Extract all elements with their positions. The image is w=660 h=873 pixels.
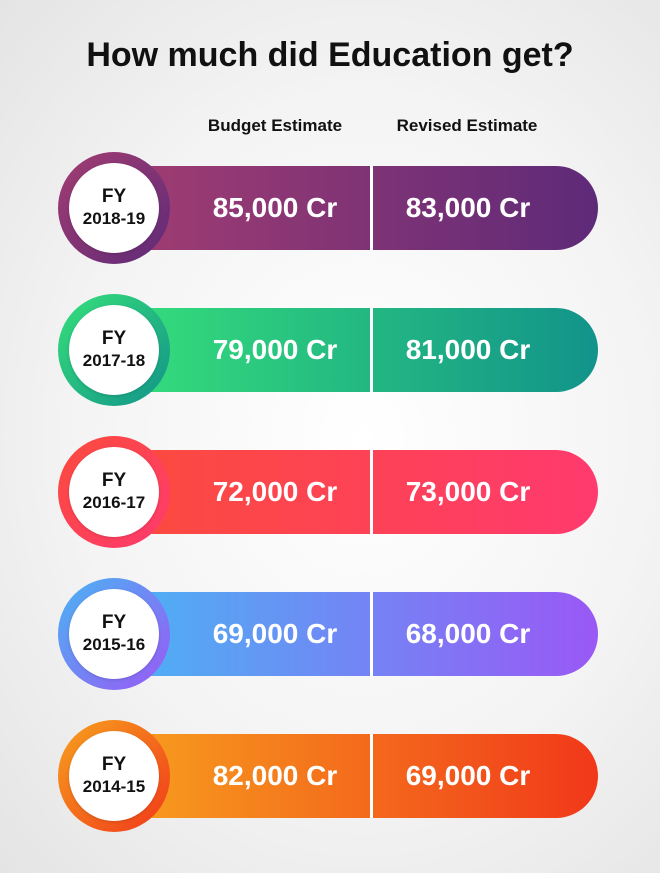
fy-row: 79,000 Cr 81,000 Cr FY 2017-18 [0, 282, 660, 406]
estimate-bar [112, 308, 598, 392]
fy-label: FY [101, 186, 127, 207]
revised-estimate-value: 69,000 Cr [405, 760, 531, 791]
budget-estimate-value: 69,000 Cr [212, 618, 338, 649]
fy-row: 69,000 Cr 68,000 Cr FY 2015-16 [0, 566, 660, 690]
fy-badge: FY 2015-16 [69, 589, 159, 679]
revised-estimate-value: 68,000 Cr [405, 618, 531, 649]
fy-badge-ring: FY 2016-17 [58, 436, 170, 548]
fiscal-year-label: 2016-17 [82, 493, 146, 512]
estimate-bar [112, 450, 598, 534]
fy-badge: FY 2018-19 [69, 163, 159, 253]
fy-badge-ring: FY 2018-19 [58, 152, 170, 264]
fy-badge: FY 2014-15 [69, 731, 159, 821]
revised-estimate-header: Revised Estimate [396, 116, 538, 135]
fy-row: 72,000 Cr 73,000 Cr FY 2016-17 [0, 424, 660, 548]
budget-estimate-value: 79,000 Cr [212, 334, 338, 365]
fiscal-year-label: 2017-18 [82, 351, 146, 370]
bar-divider [370, 308, 373, 392]
fy-label: FY [101, 754, 127, 775]
fy-badge-ring: FY 2015-16 [58, 578, 170, 690]
budget-estimate-value: 85,000 Cr [212, 192, 338, 223]
bar-divider [370, 166, 373, 250]
fy-label: FY [101, 328, 127, 349]
bar-divider [370, 450, 373, 534]
page-title: How much did Education get? [86, 36, 574, 74]
fy-badge: FY 2016-17 [69, 447, 159, 537]
fy-badge-ring: FY 2017-18 [58, 294, 170, 406]
fy-label: FY [101, 470, 127, 491]
bar-divider [370, 592, 373, 676]
bar-divider [370, 734, 373, 818]
estimate-bar [112, 166, 598, 250]
budget-estimate-value: 72,000 Cr [212, 476, 338, 507]
fy-label: FY [101, 612, 127, 633]
fiscal-year-label: 2014-15 [82, 777, 146, 796]
fy-row: 85,000 Cr 83,000 Cr FY 2018-19 [0, 140, 660, 264]
estimate-bar [112, 734, 598, 818]
revised-estimate-value: 81,000 Cr [405, 334, 531, 365]
estimate-bar [112, 592, 598, 676]
fiscal-year-label: 2018-19 [82, 209, 146, 228]
fiscal-year-label: 2015-16 [82, 635, 146, 654]
budget-estimate-value: 82,000 Cr [212, 760, 338, 791]
budget-estimate-header: Budget Estimate [207, 116, 343, 135]
revised-estimate-value: 73,000 Cr [405, 476, 531, 507]
fy-row: 82,000 Cr 69,000 Cr FY 2014-15 [0, 708, 660, 832]
fy-badge: FY 2017-18 [69, 305, 159, 395]
revised-estimate-value: 83,000 Cr [405, 192, 531, 223]
fy-badge-ring: FY 2014-15 [58, 720, 170, 832]
